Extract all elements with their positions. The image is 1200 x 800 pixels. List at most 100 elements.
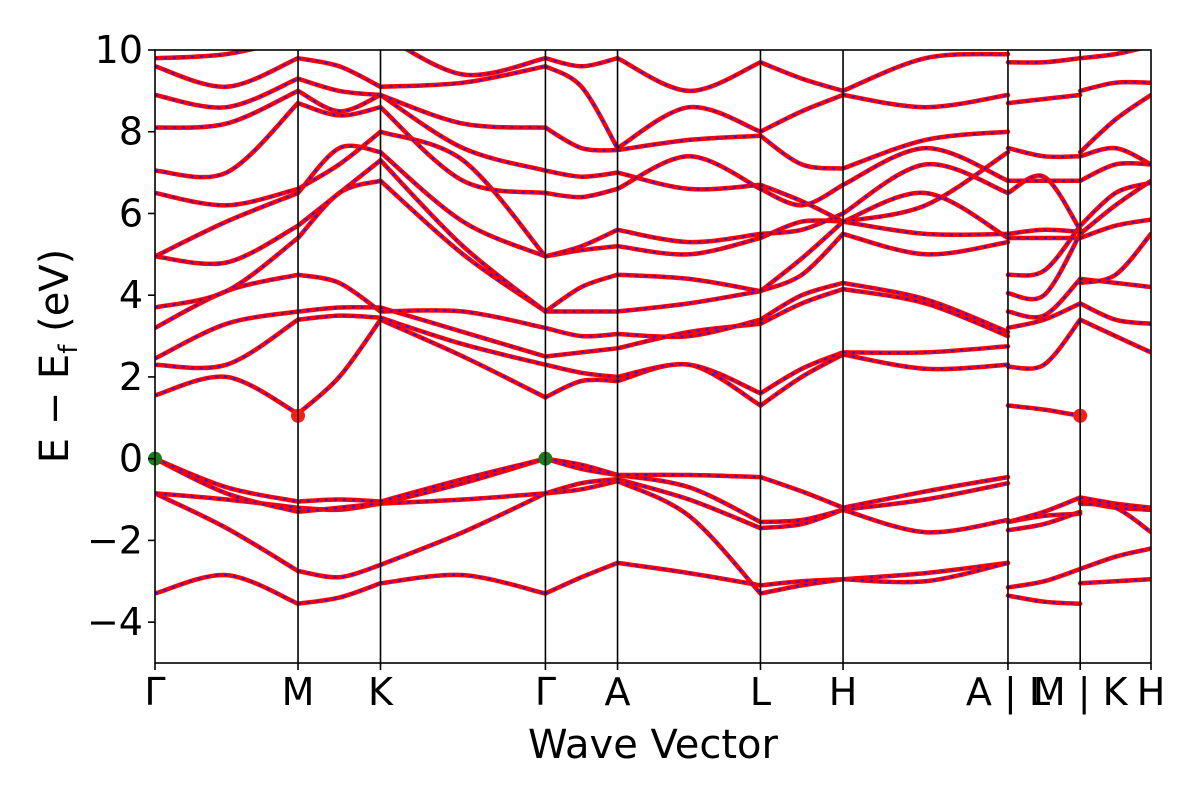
band-dash-seg4-b13	[617, 155, 761, 190]
band-dash-seg6-b6	[842, 345, 1009, 354]
x-tick-label-8: M | K	[1033, 670, 1129, 715]
band-dash-seg3-b5	[544, 378, 618, 399]
band-dash-seg1-b12	[297, 130, 382, 190]
x-tick-label-6: H	[829, 670, 858, 714]
band-dash-seg7-b5	[1007, 404, 1081, 417]
y-axis-ticks: −4 −2 0 2 4 6 8 10	[87, 28, 155, 644]
band-dash-seg4-b2	[617, 478, 761, 530]
y-tick-label-4: 4	[119, 273, 143, 317]
band-dash-seg7-b6	[1007, 319, 1081, 370]
y-tick-label-5: 6	[119, 191, 143, 235]
kpoint-lines	[297, 50, 1081, 663]
band-dash-seg5-b14	[760, 183, 844, 223]
band-dash-seg3-b4	[545, 457, 618, 476]
band-dash-seg5-b17	[760, 61, 844, 92]
band-dash-seg0-b12	[155, 187, 299, 207]
band-dash-seg7-b13	[1007, 174, 1082, 231]
band-dash-seg8-b17	[1080, 34, 1151, 42]
band-dash-seg4-b12	[617, 228, 761, 244]
band-dash-seg6-b2	[842, 508, 1009, 534]
band-line-seg4-b4	[615, 472, 763, 480]
band-line-seg1-b4	[295, 497, 383, 504]
y-tick-label-3: 2	[119, 355, 143, 399]
band-dash-seg4-b6	[617, 363, 761, 395]
band-dash-seg0-b9	[155, 237, 299, 309]
band-dash-seg2-b8	[380, 309, 546, 329]
band-dash-seg4-b15	[617, 134, 761, 152]
band-dash-seg3-b13	[545, 187, 618, 199]
band-dash-seg5-b16	[760, 94, 844, 133]
band-dash-seg5-b3	[760, 508, 844, 523]
band-dash-seg0-b2	[155, 492, 299, 509]
y-axis-title-main: E − E	[32, 354, 78, 464]
band-dash-seg6-b14	[842, 151, 1009, 223]
band-dash-seg5-b4	[760, 476, 844, 509]
band-dash-seg1-b16	[297, 57, 381, 88]
x-axis-title: Wave Vector	[528, 722, 779, 768]
band-dash-seg3-b8	[545, 326, 618, 338]
band-dash-seg7-b15	[1007, 147, 1081, 158]
band-line-seg8-b17	[1080, 34, 1151, 42]
band-line-seg0-b14	[155, 88, 301, 130]
band-dash-seg5-b2	[760, 508, 844, 530]
band-dash-seg8-b4	[1080, 496, 1151, 509]
band-line-seg0-b4	[155, 456, 301, 504]
y-axis-title-unit: (eV)	[32, 249, 78, 345]
band-dash-seg0-b6	[155, 318, 299, 370]
band-dash-seg3-b10	[544, 273, 618, 313]
band-dash-seg5-b6	[759, 351, 844, 395]
band-dash-seg1-b15	[297, 77, 381, 96]
band-dash-seg3-b17	[545, 57, 618, 68]
band-dash-seg6-b15	[842, 130, 1009, 170]
band-dash-seg6-b5	[842, 353, 1009, 371]
band-dash-seg6-b9	[842, 232, 1009, 256]
band-dash-seg2-b15	[380, 94, 546, 129]
band-dash-seg6-b12	[842, 163, 1009, 215]
band-line-seg8-b14	[1077, 160, 1151, 184]
band-dash-seg4-b7	[617, 322, 761, 350]
band-dash-seg4-b17	[617, 57, 761, 92]
band-dash-seg1-b0	[297, 582, 381, 605]
band-dash-seg6-b11	[842, 220, 1009, 236]
band-dash-seg4-b14	[617, 171, 761, 191]
band-line-seg1-b17	[298, 34, 381, 38]
band-dash-seg5-b7	[760, 288, 844, 325]
y-tick-label-1: −2	[87, 518, 143, 562]
band-dash-seg3-b2	[545, 478, 618, 495]
band-dash-seg2-b6	[380, 316, 546, 366]
band-dash-seg6-b17	[842, 53, 1009, 92]
band-dash-seg2-b0	[380, 573, 546, 595]
band-dash-seg0-b15	[155, 77, 299, 109]
y-tick-label-6: 8	[119, 110, 143, 154]
band-dash-seg1-b5	[297, 319, 382, 415]
plot-frame	[154, 49, 1152, 664]
band-dash-seg8-b5	[1079, 318, 1151, 354]
x-tick-label-2: K	[368, 670, 394, 714]
band-dash-seg7-b8	[1007, 278, 1081, 319]
band-dash-seg3-b14	[545, 169, 618, 178]
band-dash-seg8-b10	[1079, 181, 1151, 227]
band-line-seg8-b0	[1077, 576, 1151, 586]
band-dash-seg0-b8	[155, 273, 299, 329]
band-dash-seg0-b7	[155, 310, 299, 360]
band-dash-seg2-b17	[405, 50, 546, 77]
band-dash-seg0-b13	[155, 102, 299, 179]
band-dash-seg3-b7	[545, 347, 618, 358]
band-dash-seg4-b11	[617, 237, 761, 256]
band-dash-seg6-b4	[842, 476, 1009, 509]
y-tick-label-2: 0	[119, 437, 143, 481]
band-dash-seg7-b4	[1007, 496, 1081, 523]
band-dash-seg8-b11	[1079, 218, 1151, 239]
band-dash-seg3-b11	[545, 245, 618, 258]
band-dash-seg1-b10	[297, 159, 382, 227]
band-dash-seg2-b16	[380, 65, 546, 88]
band-dash-seg7-b17	[1007, 57, 1081, 64]
band-dash-seg6-b10	[842, 191, 1009, 239]
band-dash-seg2-b1	[380, 492, 546, 566]
plot-area	[155, 50, 1151, 663]
band-dash-seg5-b8	[759, 281, 844, 321]
band-dash-seg8-b9	[1079, 179, 1151, 235]
band-dash-seg3-b1	[545, 480, 618, 495]
